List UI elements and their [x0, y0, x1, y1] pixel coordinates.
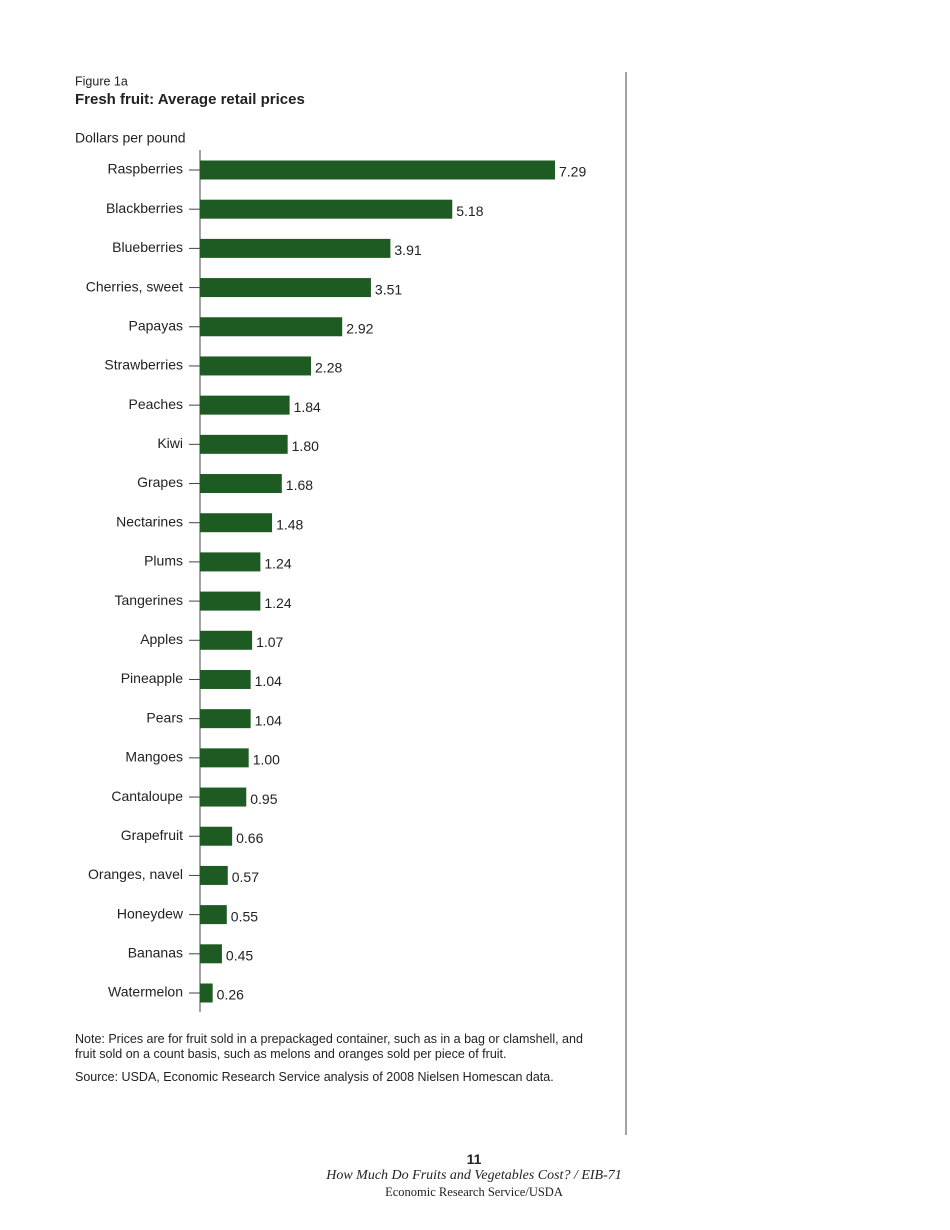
category-label: Blackberries	[106, 200, 183, 216]
category-label: Oranges, navel	[88, 866, 183, 882]
value-label: 1.68	[286, 477, 313, 493]
bar	[200, 630, 253, 650]
bar	[200, 944, 222, 964]
value-label: 1.00	[253, 752, 280, 768]
axis-label: Dollars per pound	[75, 130, 186, 146]
publisher: Economic Research Service/USDA	[385, 1185, 563, 1199]
publication: How Much Do Fruits and Vegetables Cost? …	[326, 1168, 622, 1183]
category-label: Kiwi	[157, 435, 183, 451]
category-label: Peaches	[129, 396, 183, 412]
value-label: 0.26	[217, 987, 244, 1003]
value-label: 1.04	[255, 712, 282, 728]
source: Source: USDA, Economic Research Service …	[75, 1070, 554, 1084]
category-label: Grapefruit	[121, 827, 183, 843]
value-label: 1.48	[276, 516, 303, 532]
value-label: 0.66	[236, 830, 263, 846]
value-label: 1.07	[256, 634, 283, 650]
category-label: Nectarines	[116, 513, 183, 529]
category-label: Tangerines	[115, 592, 184, 608]
category-label: Pineapple	[121, 670, 183, 686]
category-label: Plums	[144, 553, 183, 569]
value-label: 0.45	[226, 948, 253, 964]
bar	[200, 434, 288, 454]
bar	[200, 317, 343, 337]
value-label: 0.55	[231, 908, 258, 924]
bar	[200, 669, 251, 689]
chart-title: Fresh fruit: Average retail prices	[75, 91, 305, 108]
category-label: Grapes	[137, 474, 183, 490]
value-label: 1.80	[292, 438, 319, 454]
category-label: Watermelon	[108, 984, 183, 1000]
note: Note: Prices are for fruit sold in a pre…	[75, 1032, 583, 1061]
bar	[200, 591, 261, 611]
figure-label: Figure 1a	[75, 74, 128, 88]
value-label: 2.92	[346, 320, 373, 336]
category-label: Cherries, sweet	[86, 278, 183, 294]
value-label: 0.57	[232, 869, 259, 885]
page-number: 11	[466, 1151, 482, 1167]
value-label: 1.24	[264, 595, 291, 611]
bar	[200, 709, 251, 729]
category-label: Cantaloupe	[111, 788, 183, 804]
category-label: Mangoes	[125, 749, 183, 765]
category-label: Blueberries	[112, 239, 183, 255]
value-label: 1.84	[294, 399, 321, 415]
bar	[200, 160, 555, 180]
value-label: 1.04	[255, 673, 282, 689]
category-label: Strawberries	[104, 357, 183, 373]
category-label: Honeydew	[117, 905, 184, 921]
category-label: Apples	[140, 631, 183, 647]
bar	[200, 983, 213, 1003]
category-label: Pears	[146, 709, 183, 725]
value-label: 1.24	[264, 556, 291, 572]
category-label: Papayas	[129, 317, 183, 333]
category-label: Raspberries	[108, 161, 183, 177]
bar	[200, 199, 453, 219]
bar	[200, 865, 228, 885]
bar	[200, 905, 227, 925]
chart: Figure 1a Fresh fruit: Average retail pr…	[75, 72, 627, 1135]
value-label: 7.29	[559, 164, 586, 180]
value-label: 3.91	[394, 242, 421, 258]
bar	[200, 356, 312, 376]
bar	[200, 513, 273, 533]
category-label: Bananas	[128, 945, 183, 961]
bar	[200, 238, 391, 258]
bar	[200, 552, 261, 572]
value-label: 3.51	[375, 281, 402, 297]
value-label: 2.28	[315, 360, 342, 376]
bar	[200, 748, 249, 768]
bar	[200, 826, 233, 846]
bar	[200, 278, 371, 298]
bar	[200, 787, 247, 807]
bar	[200, 395, 290, 415]
value-label: 5.18	[456, 203, 483, 219]
bar	[200, 474, 282, 494]
value-label: 0.95	[250, 791, 277, 807]
